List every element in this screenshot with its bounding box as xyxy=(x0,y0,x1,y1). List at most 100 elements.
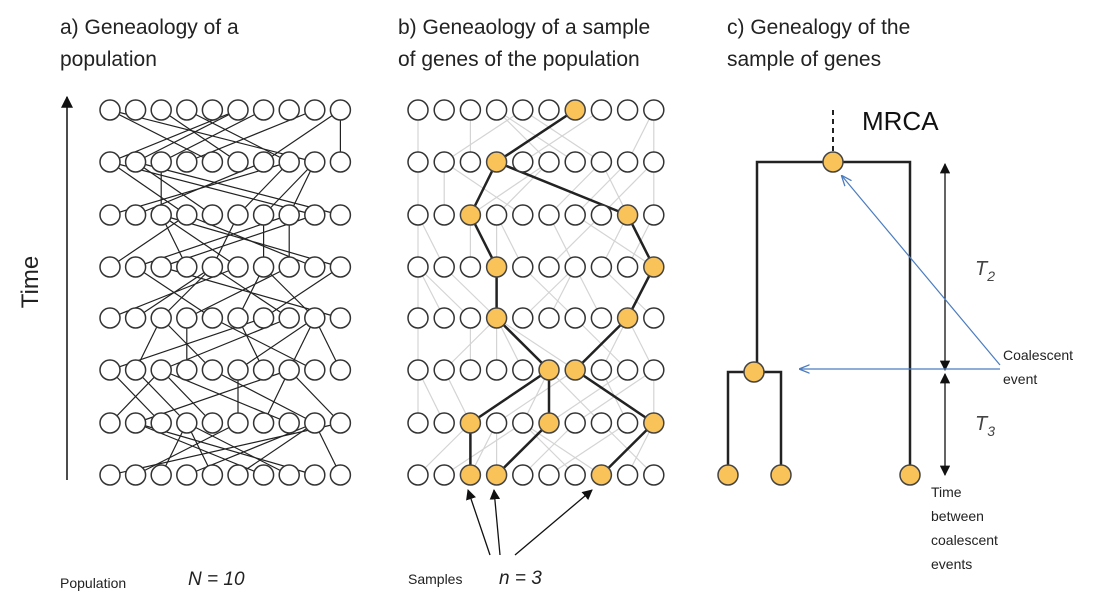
gene-node xyxy=(304,99,326,121)
sample-node xyxy=(616,204,639,226)
gene-node xyxy=(433,204,455,226)
interval-label: Time xyxy=(931,484,962,500)
edge xyxy=(548,369,628,424)
gene-node xyxy=(124,412,147,434)
edge xyxy=(135,161,213,216)
gene-node xyxy=(616,412,639,434)
sample-arrow xyxy=(489,488,501,556)
gene-node xyxy=(459,359,482,381)
gene-node xyxy=(150,256,172,278)
gene-node xyxy=(407,412,429,434)
gene-node xyxy=(176,99,198,121)
sample-node xyxy=(590,464,613,486)
gene-node xyxy=(538,464,560,486)
gene-node xyxy=(227,204,249,226)
axis-label: Time xyxy=(17,256,44,308)
caption: Population xyxy=(60,575,126,591)
gene-node xyxy=(407,151,429,173)
edge xyxy=(237,422,316,476)
edge xyxy=(548,161,602,216)
gene-node xyxy=(485,99,508,121)
edge xyxy=(109,109,213,163)
gene-node xyxy=(150,359,172,381)
gene-node xyxy=(252,256,275,278)
edge xyxy=(212,369,316,424)
gene-node xyxy=(512,99,534,121)
gene-node xyxy=(176,412,198,434)
gene-node xyxy=(176,359,198,381)
sample-node xyxy=(459,204,482,226)
gene-node xyxy=(512,464,534,486)
gene-node xyxy=(590,99,613,121)
gene-node xyxy=(99,256,121,278)
gene-node xyxy=(201,464,224,486)
edge xyxy=(522,422,602,476)
edge xyxy=(417,422,471,476)
gene-node xyxy=(227,151,249,173)
gene-node xyxy=(590,412,613,434)
gene-node xyxy=(227,99,249,121)
gene-node xyxy=(150,151,172,173)
gene-node xyxy=(99,412,121,434)
gene-node xyxy=(124,256,147,278)
gene-node xyxy=(227,256,249,278)
gene-node xyxy=(590,256,613,278)
gene-node xyxy=(329,99,352,121)
caption: Samples xyxy=(408,571,462,587)
gene-node xyxy=(176,256,198,278)
gene-node xyxy=(616,151,639,173)
interval-label: events xyxy=(931,556,972,572)
edge xyxy=(160,214,239,268)
edge xyxy=(263,109,341,163)
gene-node xyxy=(433,359,455,381)
edge xyxy=(186,109,290,163)
gene-node xyxy=(201,204,224,226)
edge xyxy=(496,109,550,163)
gene-node xyxy=(201,151,224,173)
gene-node xyxy=(227,359,249,381)
sample-node xyxy=(485,151,508,173)
gene-node xyxy=(124,204,147,226)
gene-node xyxy=(590,204,613,226)
sample-edge xyxy=(495,422,550,476)
gene-node xyxy=(329,256,352,278)
edge xyxy=(186,422,290,476)
root-label: MRCA xyxy=(862,106,939,136)
sample-edge xyxy=(469,368,550,425)
edge xyxy=(135,422,239,476)
edge xyxy=(160,266,213,319)
title-c: c) Genealogy of the xyxy=(727,16,910,39)
gene-node xyxy=(227,307,249,329)
gene-node xyxy=(512,204,534,226)
sample-node xyxy=(538,412,560,434)
gene-node xyxy=(176,204,198,226)
edge xyxy=(470,161,550,216)
tree-node xyxy=(770,464,792,486)
gene-node xyxy=(459,307,482,329)
gene-node xyxy=(329,412,352,434)
gene-node xyxy=(485,359,508,381)
edge xyxy=(548,214,602,268)
sample-edge xyxy=(600,422,655,476)
gene-node xyxy=(407,359,429,381)
sample-node xyxy=(564,99,586,121)
sample-arrow xyxy=(466,489,491,556)
edge xyxy=(496,317,576,371)
gene-node xyxy=(433,256,455,278)
size-label: n = 3 xyxy=(499,568,542,589)
gene-node xyxy=(433,151,455,173)
title-b: b) Geneaology of a sample xyxy=(398,16,650,39)
gene-node xyxy=(616,99,639,121)
event-arrow xyxy=(842,176,1001,366)
gene-node xyxy=(252,204,275,226)
edge xyxy=(548,369,602,424)
gene-node xyxy=(252,412,275,434)
gene-node xyxy=(99,464,121,486)
gene-node xyxy=(124,99,147,121)
gene-node xyxy=(99,359,121,381)
gene-node xyxy=(99,307,121,329)
edge xyxy=(109,109,315,163)
title-a: a) Geneaology of a xyxy=(60,16,239,39)
gene-node xyxy=(201,359,224,381)
gene-node xyxy=(278,359,300,381)
